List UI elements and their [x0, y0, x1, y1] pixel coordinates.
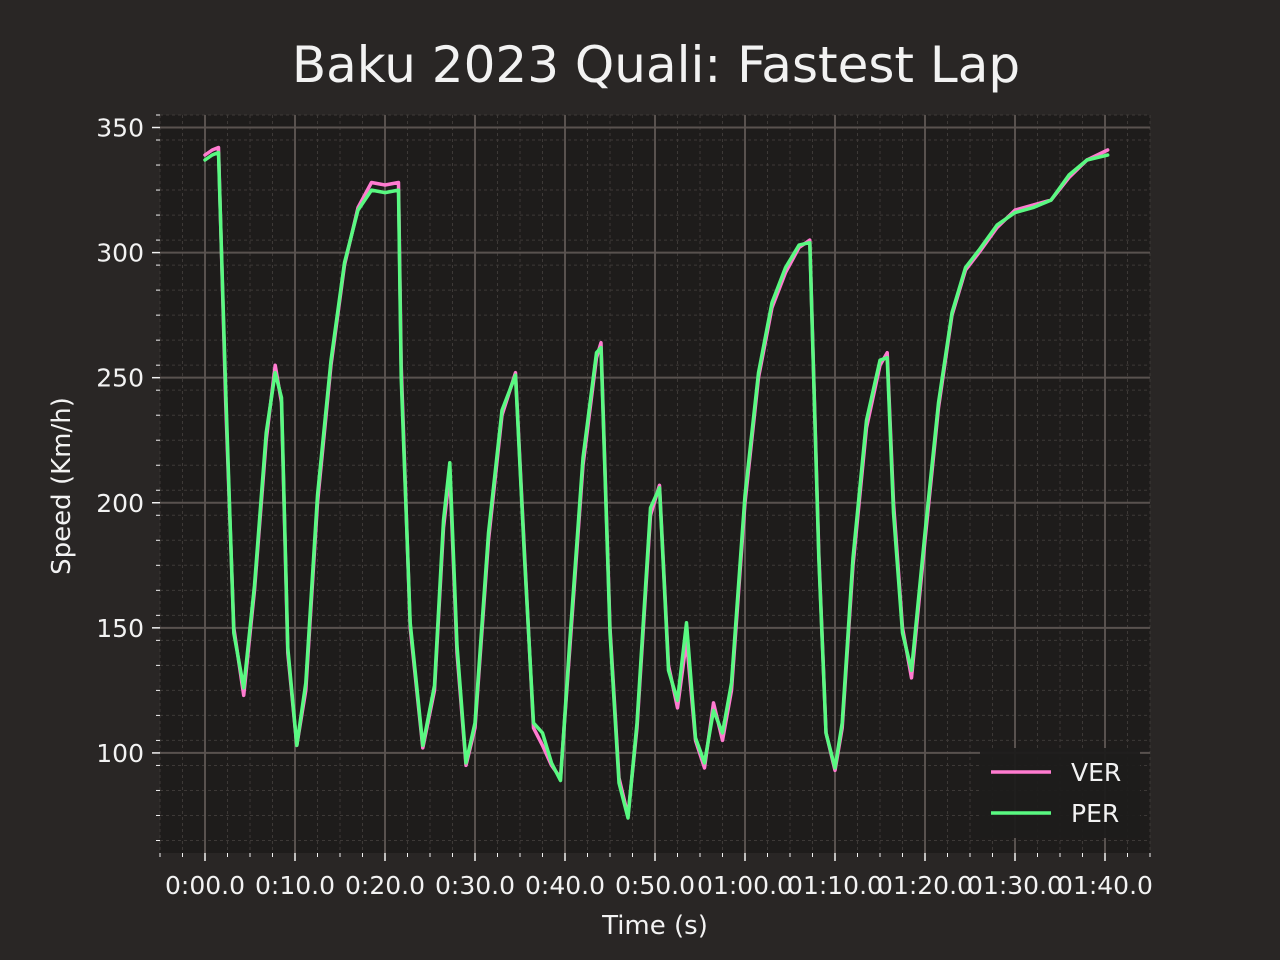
legend-label-ver: VER [1071, 758, 1121, 787]
x-tick-label: 0:50.0 [615, 871, 695, 900]
chart-title: Baku 2023 Quali: Fastest Lap [292, 36, 1020, 94]
y-tick-label: 100 [96, 739, 144, 768]
x-tick-label: 01:00.0 [697, 871, 793, 900]
x-tick-label: 0:10.0 [255, 871, 335, 900]
x-tick-label: 01:20.0 [877, 871, 973, 900]
y-axis-label: Speed (Km/h) [47, 397, 77, 575]
series-line-per [203, 150, 1110, 820]
x-tick-label: 0:30.0 [435, 871, 515, 900]
y-tick-label: 250 [96, 364, 144, 393]
x-tick-label: 01:10.0 [787, 871, 883, 900]
legend-box [980, 748, 1140, 838]
y-tick-label: 200 [96, 489, 144, 518]
x-axis: 0:00.0 0:10.0 0:20.0 0:30.0 0:40.0 0:50.0 01:0… [165, 853, 1153, 900]
x-tick-label: 01:40.0 [1057, 871, 1153, 900]
x-tick-label: 0:20.0 [345, 871, 425, 900]
x-axis-label: Time (s) [601, 911, 708, 941]
legend-label-per: PER [1071, 799, 1119, 828]
y-axis: 100 150 200 250 300 350 [96, 114, 160, 768]
x-tick-label: 0:00.0 [165, 871, 245, 900]
y-tick-label: 150 [96, 614, 144, 643]
y-tick-label: 350 [96, 114, 144, 143]
legend: VER PER [980, 748, 1140, 838]
x-tick-label: 0:40.0 [525, 871, 605, 900]
series-lines [203, 145, 1110, 820]
y-tick-label: 300 [96, 239, 144, 268]
x-tick-label: 01:30.0 [967, 871, 1063, 900]
